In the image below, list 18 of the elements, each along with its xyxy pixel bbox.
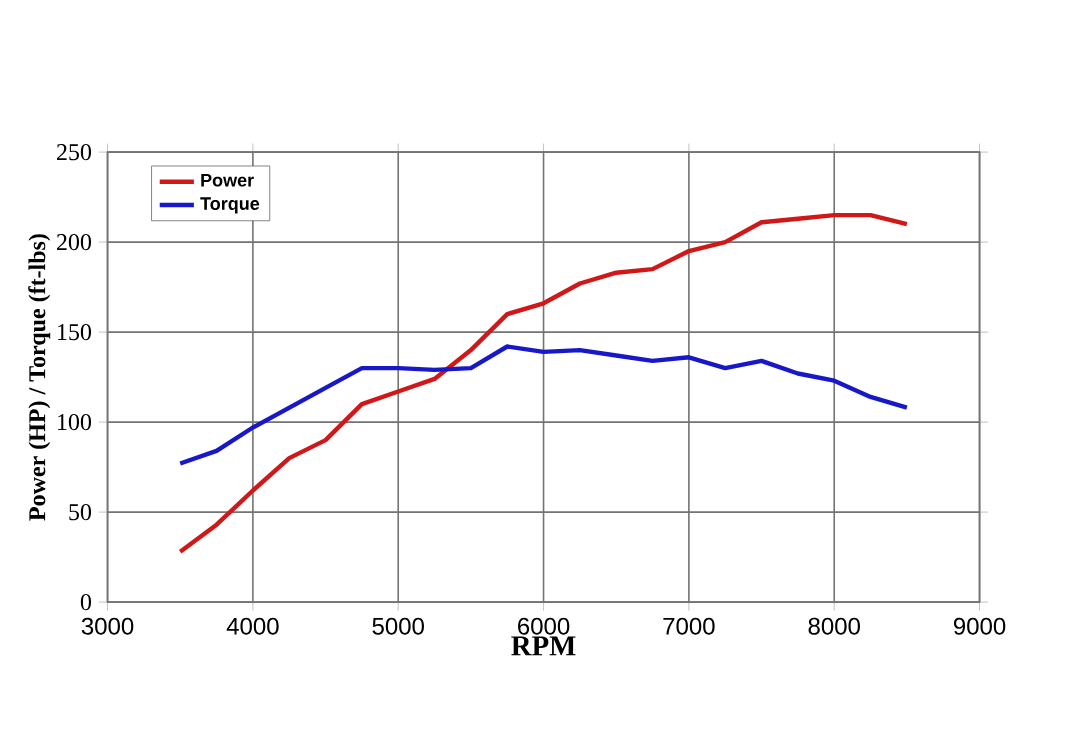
x-axis-title: RPM: [511, 636, 576, 656]
x-tick-label: 7000: [663, 617, 715, 635]
y-axis-title: Power (HP) / Torque (ft-lbs): [28, 234, 51, 521]
x-tick-label: 4000: [226, 617, 279, 635]
x-tick-label: 8000: [808, 617, 860, 635]
legend-label: Torque: [200, 197, 260, 214]
y-tick-label: 50: [69, 504, 92, 521]
legend-label: Power: [201, 173, 254, 187]
x-tick-label: 5000: [372, 617, 424, 635]
y-tick-label: 200: [57, 233, 92, 251]
y-tick-label: 150: [58, 324, 92, 341]
x-tick-label: 9000: [953, 617, 1006, 635]
x-tick-label: 3000: [81, 617, 134, 635]
y-tick-label: 0: [80, 594, 92, 611]
line-series: [178, 212, 910, 554]
x-tick-label: 6000: [518, 617, 570, 635]
y-tick-label: 100: [58, 414, 92, 431]
y-tick-label: 250: [57, 143, 92, 161]
